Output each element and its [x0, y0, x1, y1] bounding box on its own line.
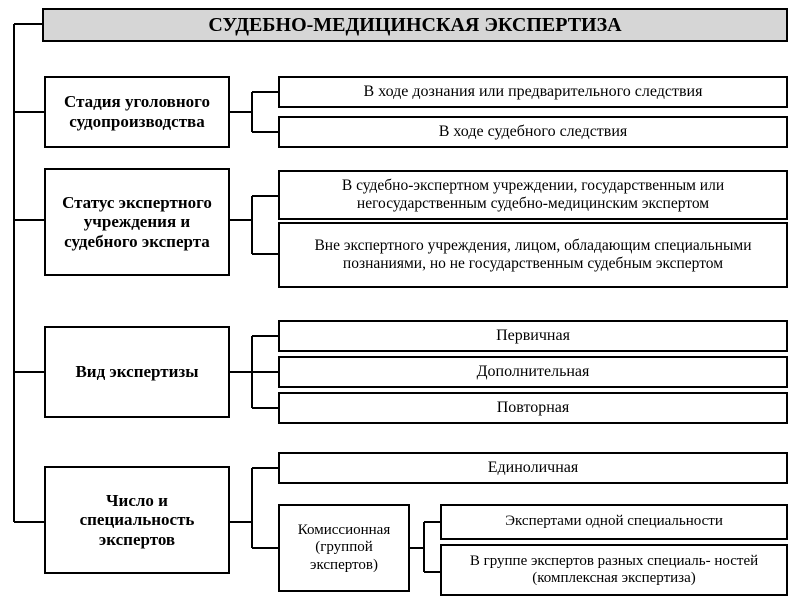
item-text: В ходе дознания или предварительного сле… — [364, 83, 703, 101]
item-text: В судебно-экспертном учреждении, государ… — [286, 177, 780, 213]
item-text: Первичная — [496, 327, 570, 345]
item-text: В ходе судебного следствия — [439, 123, 628, 141]
category-label: Число и специальность экспертов — [52, 491, 222, 550]
item-box: В ходе судебного следствия — [278, 116, 788, 148]
subitem-text: Экспертами одной специальности — [505, 513, 723, 530]
item-text: Комиссионная (группой экспертов) — [286, 522, 402, 574]
diagram-title: СУДЕБНО-МЕДИЦИНСКАЯ ЭКСПЕРТИЗА — [42, 8, 788, 42]
item-text: Повторная — [497, 399, 570, 417]
item-box: Повторная — [278, 392, 788, 424]
category-box-status: Статус экспертного учреждения и судебног… — [44, 168, 230, 276]
item-text: Дополнительная — [477, 363, 590, 381]
subitem-text: В группе экспертов разных специаль- ност… — [448, 553, 780, 588]
category-label: Статус экспертного учреждения и судебног… — [52, 193, 222, 252]
item-box: Дополнительная — [278, 356, 788, 388]
item-box: В судебно-экспертном учреждении, государ… — [278, 170, 788, 220]
title-text: СУДЕБНО-МЕДИЦИНСКАЯ ЭКСПЕРТИЗА — [208, 14, 621, 37]
item-box: В ходе дознания или предварительного сле… — [278, 76, 788, 108]
item-box: Первичная — [278, 320, 788, 352]
item-box: Вне экспертного учреждения, лицом, облад… — [278, 222, 788, 288]
category-box-type: Вид экспертизы — [44, 326, 230, 418]
subitem-box: Экспертами одной специальности — [440, 504, 788, 540]
item-box: Единоличная — [278, 452, 788, 484]
category-box-count: Число и специальность экспертов — [44, 466, 230, 574]
item-text: Единоличная — [488, 459, 578, 477]
item-text: Вне экспертного учреждения, лицом, облад… — [286, 237, 780, 273]
subitem-box: В группе экспертов разных специаль- ност… — [440, 544, 788, 596]
item-box-commission: Комиссионная (группой экспертов) — [278, 504, 410, 592]
category-box-stage: Стадия уголовного судопроизводства — [44, 76, 230, 148]
category-label: Стадия уголовного судопроизводства — [52, 92, 222, 131]
category-label: Вид экспертизы — [75, 362, 198, 382]
